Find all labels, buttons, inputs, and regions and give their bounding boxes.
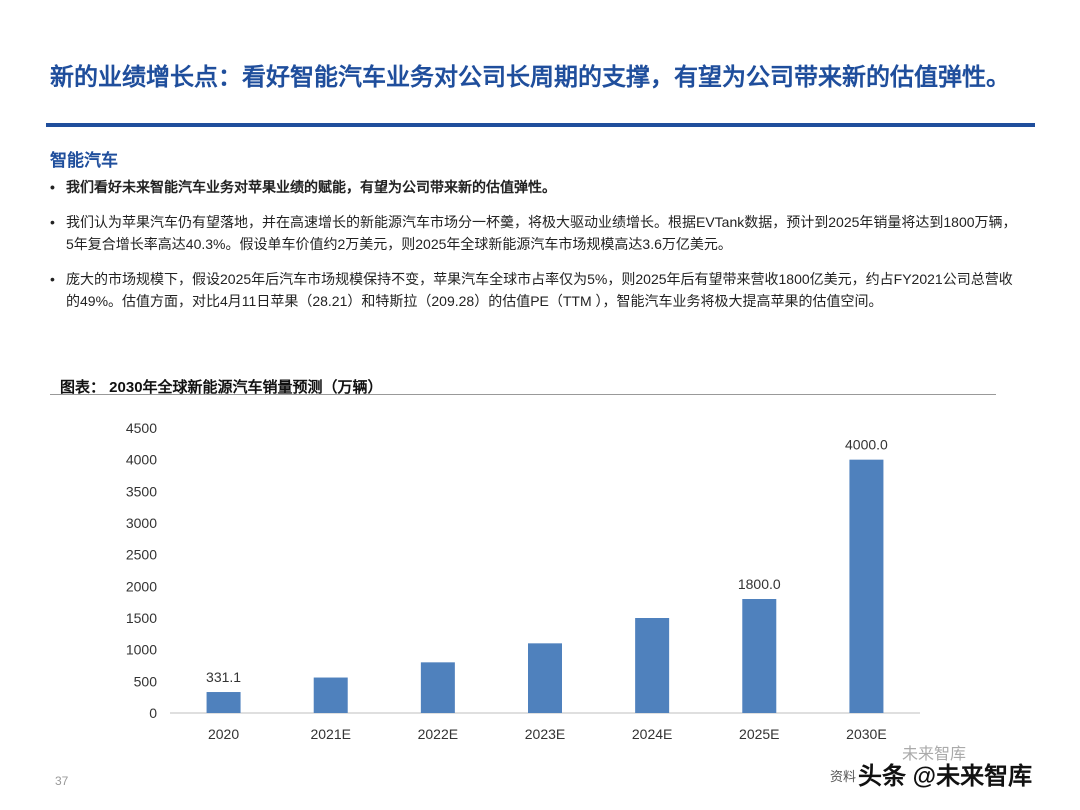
data-label: 331.1 (206, 669, 241, 685)
bullet-list: • 我们看好未来智能汽车业务对苹果业绩的赋能，有望为公司带来新的估值弹性。 • … (50, 176, 1020, 325)
x-tick-label: 2025E (739, 726, 779, 742)
bullet-dot-icon: • (50, 271, 55, 287)
chart-caption: 图表： 2030年全球新能源汽车销量预测（万辆） (60, 379, 383, 396)
bar-chart: 0 500 1000 1500 2000 2500 3000 3500 4000 4500 2020… (126, 420, 920, 742)
slide-title: 新的业绩增长点：看好智能汽车业务对公司长周期的支撑，有望为公司带来新的估值弹性。 (50, 64, 1010, 91)
x-tick-label: 2023E (525, 726, 565, 742)
y-tick-label: 1000 (126, 642, 157, 658)
bullet-text: 庞大的市场规模下，假设2025年后汽车市场规模保持不变，苹果汽车全球市占率仅为5… (66, 271, 1013, 309)
y-tick-label: 2500 (126, 547, 157, 563)
bullet-dot-icon: • (50, 179, 55, 195)
bar (528, 643, 562, 713)
bullet-item: • 我们认为苹果汽车仍有望落地，并在高速增长的新能源汽车市场分一杯羹，将极大驱动… (50, 211, 1020, 255)
y-tick-label: 3500 (126, 483, 157, 499)
section-heading: 智能汽车 (50, 151, 118, 170)
bar (742, 599, 777, 713)
bar (420, 662, 455, 713)
bullet-dot-icon: • (50, 214, 55, 230)
x-tick-label: 2020 (208, 726, 239, 742)
watermark: 头条 @未来智库 (858, 763, 1033, 790)
y-tick-label: 4000 (126, 452, 157, 468)
y-tick-label: 500 (134, 673, 158, 689)
source-label: 资料 (830, 769, 857, 784)
bar (206, 692, 241, 713)
x-tick-label: 2021E (310, 726, 350, 742)
y-tick-label: 4500 (126, 420, 157, 436)
bullet-text: 我们看好未来智能汽车业务对苹果业绩的赋能，有望为公司带来新的估值弹性。 (66, 179, 556, 195)
chart-divider (50, 394, 996, 395)
data-label: 4000.0 (845, 437, 888, 453)
bullet-item: • 我们看好未来智能汽车业务对苹果业绩的赋能，有望为公司带来新的估值弹性。 (50, 176, 1020, 198)
x-tick-label: 2022E (418, 726, 458, 742)
y-tick-label: 3000 (126, 515, 157, 531)
bullet-item: • 庞大的市场规模下，假设2025年后汽车市场规模保持不变，苹果汽车全球市占率仅… (50, 268, 1020, 312)
y-tick-label: 1500 (126, 610, 157, 626)
watermark-faint: 未来智库 (902, 746, 967, 763)
y-tick-label: 0 (149, 705, 157, 721)
bar (635, 618, 670, 713)
page-number: 37 (55, 774, 69, 788)
title-divider (46, 123, 1035, 127)
x-tick-label: 2030E (846, 726, 886, 742)
y-tick-label: 2000 (126, 578, 157, 594)
bullet-text: 我们认为苹果汽车仍有望落地，并在高速增长的新能源汽车市场分一杯羹，将极大驱动业绩… (66, 214, 1017, 252)
bar (849, 459, 884, 713)
x-tick-label: 2024E (632, 726, 672, 742)
bar (313, 677, 348, 713)
data-label: 1800.0 (738, 576, 781, 592)
